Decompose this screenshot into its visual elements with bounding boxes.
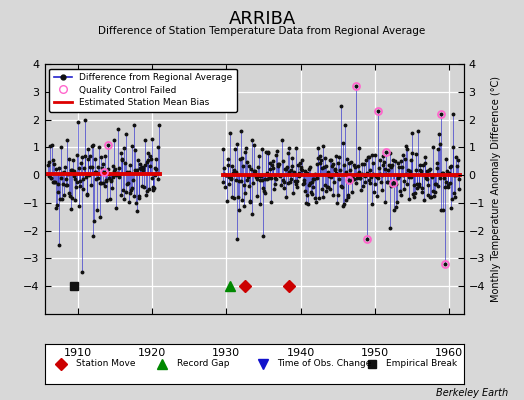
- Text: Station Move: Station Move: [76, 360, 136, 368]
- Text: Difference of Station Temperature Data from Regional Average: Difference of Station Temperature Data f…: [99, 26, 425, 36]
- Text: Time of Obs. Change: Time of Obs. Change: [277, 360, 372, 368]
- Text: ARRIBA: ARRIBA: [228, 10, 296, 28]
- Text: Empirical Break: Empirical Break: [386, 360, 457, 368]
- Text: 1920: 1920: [138, 348, 166, 358]
- Text: 1930: 1930: [212, 348, 241, 358]
- Text: Berkeley Earth: Berkeley Earth: [436, 388, 508, 398]
- Legend: Difference from Regional Average, Quality Control Failed, Estimated Station Mean: Difference from Regional Average, Qualit…: [49, 68, 237, 112]
- Y-axis label: Monthly Temperature Anomaly Difference (°C): Monthly Temperature Anomaly Difference (…: [490, 76, 500, 302]
- Text: 1940: 1940: [287, 348, 314, 358]
- Text: 1910: 1910: [64, 348, 92, 358]
- Text: 1950: 1950: [361, 348, 389, 358]
- Text: Record Gap: Record Gap: [177, 360, 229, 368]
- Text: 1960: 1960: [435, 348, 463, 358]
